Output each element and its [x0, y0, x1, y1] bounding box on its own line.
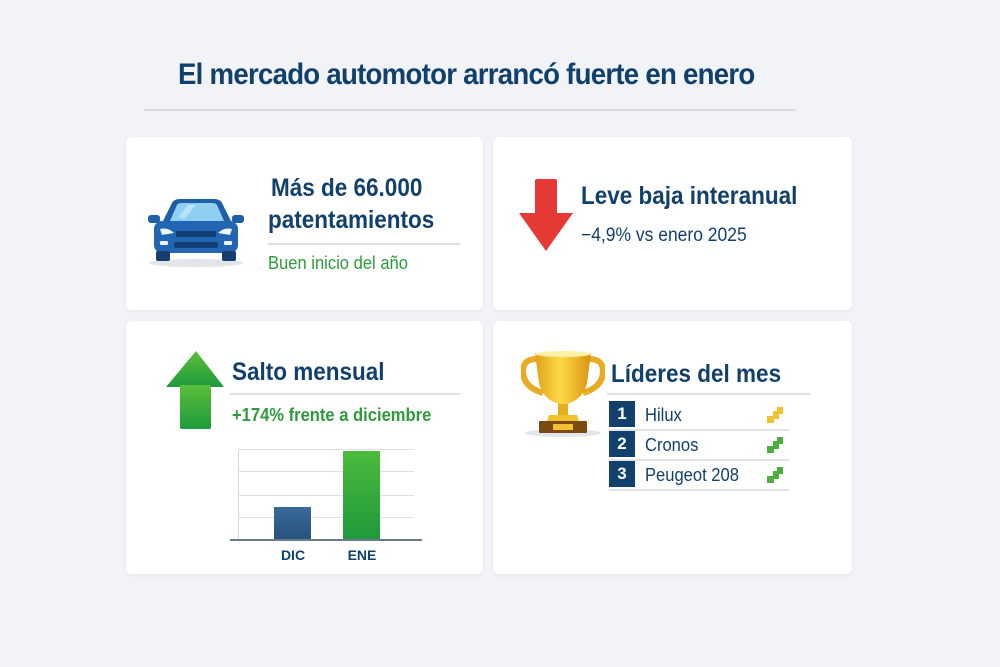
rank-badge: 2	[609, 431, 635, 457]
car-icon	[144, 189, 248, 274]
chart-y-axis	[238, 449, 239, 539]
bar-ene	[343, 451, 380, 539]
bar-label-ene: ENE	[347, 547, 377, 563]
rank-badge: 1	[609, 401, 635, 427]
monthly-divider	[230, 393, 460, 395]
card-monthly-jump: Salto mensual +174% frente a diciembre D…	[126, 321, 483, 574]
chart-gridline	[238, 449, 414, 450]
chart-gridline	[238, 495, 414, 496]
trend-up-icon	[767, 467, 783, 488]
model-name: Cronos	[645, 435, 699, 455]
rank-badge: 3	[609, 461, 635, 487]
card-yoy-change: Leve baja interanual −4,9% vs enero 2025	[493, 137, 852, 310]
registrations-headline-line2: patentamientos	[268, 206, 435, 234]
yoy-subtext: −4,9% vs enero 2025	[581, 225, 747, 246]
registrations-headline-line1: Más de 66.000	[271, 174, 423, 202]
leader-row-2[interactable]: 2 Cronos	[609, 431, 789, 461]
card-registrations: Más de 66.000 patentamientos Buen inicio…	[126, 137, 483, 310]
model-name: Hilux	[645, 405, 682, 425]
leader-row-3[interactable]: 3 Peugeot 208	[609, 461, 789, 491]
chart-x-axis	[230, 539, 422, 541]
monthly-subtext: +174% frente a diciembre	[232, 405, 432, 425]
card-monthly-leaders: Líderes del mes 1 Hilux 2 Cronos 3 Peuge…	[493, 321, 852, 574]
title-divider	[144, 109, 796, 111]
monthly-headline: Salto mensual	[232, 358, 385, 386]
arrow-down-icon	[517, 177, 575, 258]
trend-up-icon	[767, 437, 783, 458]
registrations-subtext: Buen inicio del año	[268, 253, 408, 273]
trophy-icon	[519, 349, 607, 444]
model-name: Peugeot 208	[645, 465, 739, 485]
page-title: El mercado automotor arrancó fuerte en e…	[178, 58, 755, 91]
leaders-headline: Líderes del mes	[611, 360, 782, 388]
chart-gridline	[238, 471, 414, 472]
leader-row-1[interactable]: 1 Hilux	[609, 401, 789, 431]
registrations-divider	[268, 243, 460, 245]
chart-gridline	[238, 517, 414, 518]
yoy-headline: Leve baja interanual	[581, 182, 798, 210]
arrow-up-icon	[166, 349, 226, 436]
bar-dic	[274, 506, 311, 539]
trend-up-icon	[767, 407, 783, 428]
monthly-bar-chart: DIC ENE	[230, 441, 426, 563]
bar-label-dic: DIC	[280, 547, 306, 563]
leaders-divider	[607, 393, 811, 395]
